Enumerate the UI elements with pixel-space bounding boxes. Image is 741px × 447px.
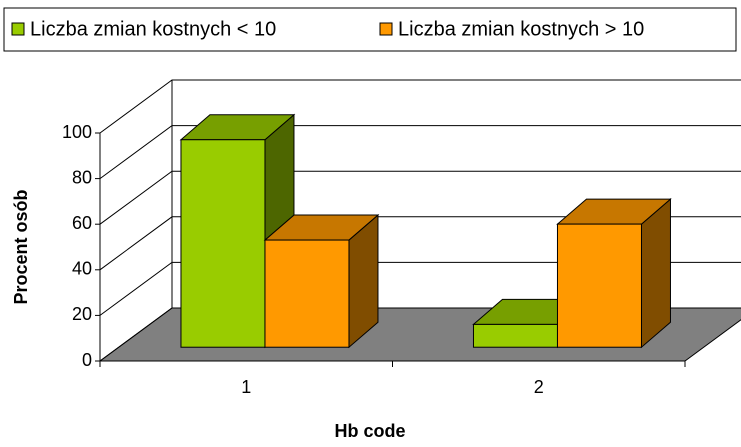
- bar-front: [556, 223, 642, 348]
- bar-front: [264, 239, 350, 348]
- legend-swatch: [379, 22, 393, 36]
- grid-line: [99, 79, 741, 134]
- x-tick-label: 2: [534, 377, 544, 397]
- bar: [263, 213, 380, 349]
- bar-front: [472, 323, 558, 348]
- legend-box: [3, 7, 737, 52]
- y-axis-title: Procent osób: [11, 189, 31, 304]
- y-tick-label: 0: [82, 350, 92, 370]
- y-tick-label: 20: [72, 304, 92, 324]
- legend-label: Liczba zmian kostnych < 10: [30, 18, 276, 40]
- y-tick-label: 100: [62, 122, 92, 142]
- bar-side: [640, 198, 671, 349]
- y-tick-label: 60: [72, 213, 92, 233]
- x-tick-label: 1: [241, 377, 251, 397]
- bar-front: [180, 139, 266, 348]
- grid-line: [99, 125, 741, 180]
- y-tick-label: 40: [72, 259, 92, 279]
- grid-line: [99, 170, 741, 225]
- bar: [556, 198, 672, 349]
- legend-label: Liczba zmian kostnych > 10: [398, 18, 644, 40]
- legend-swatch: [11, 22, 25, 36]
- y-tick-label: 80: [72, 167, 92, 187]
- x-axis-title: Hb code: [334, 421, 405, 441]
